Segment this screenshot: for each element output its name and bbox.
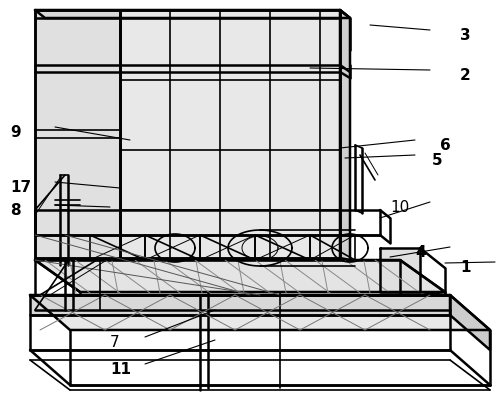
Text: 3: 3 xyxy=(459,28,470,43)
Polygon shape xyxy=(35,260,444,292)
Text: 10: 10 xyxy=(389,200,408,215)
Polygon shape xyxy=(30,295,489,330)
Polygon shape xyxy=(379,248,419,292)
Text: 9: 9 xyxy=(10,125,21,140)
Text: 2: 2 xyxy=(459,68,470,83)
Text: 8: 8 xyxy=(10,203,21,218)
Polygon shape xyxy=(30,295,449,315)
Polygon shape xyxy=(120,10,339,258)
Text: 6: 6 xyxy=(439,138,450,153)
Text: 17: 17 xyxy=(10,180,31,195)
Text: 1: 1 xyxy=(459,260,469,275)
Text: 11: 11 xyxy=(110,362,131,377)
Polygon shape xyxy=(339,10,349,260)
Polygon shape xyxy=(449,295,489,350)
Polygon shape xyxy=(35,10,120,258)
Text: 7: 7 xyxy=(110,335,119,350)
Text: 5: 5 xyxy=(431,153,442,168)
Text: 4: 4 xyxy=(414,245,425,260)
Polygon shape xyxy=(35,10,349,18)
